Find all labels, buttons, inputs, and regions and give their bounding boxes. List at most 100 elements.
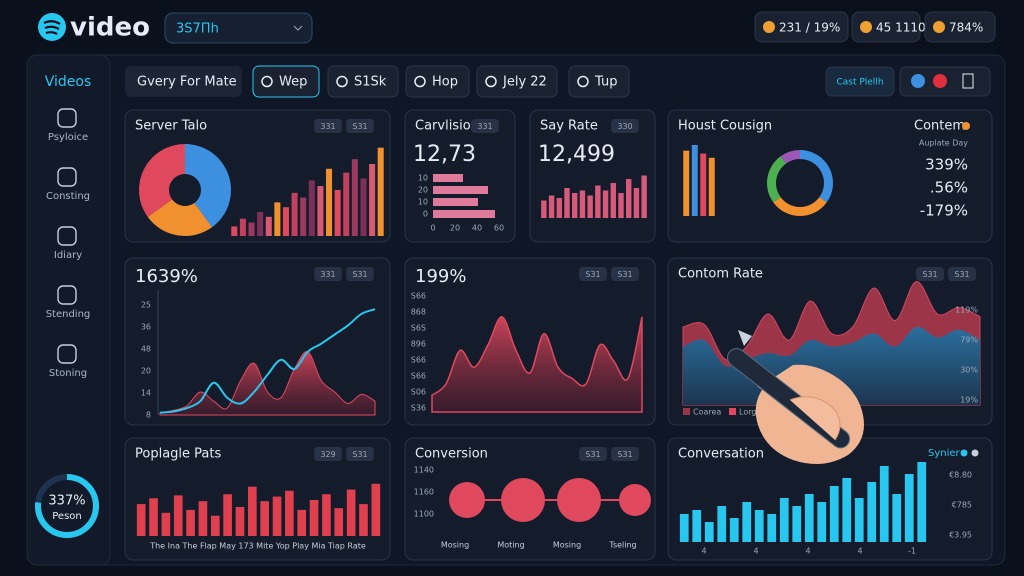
x-label: 40: [472, 224, 482, 233]
logo-waves: [43, 20, 61, 35]
bar: [679, 514, 689, 542]
x-label: Mosing: [441, 541, 469, 550]
search-text[interactable]: 3S7Πh: [176, 22, 219, 37]
bar: [854, 498, 864, 542]
y-label: 8: [146, 411, 151, 420]
bar: [779, 498, 789, 542]
toolbar-button[interactable]: [252, 65, 320, 98]
bar: [610, 183, 616, 218]
stat-text: 784%: [949, 21, 983, 35]
bar: [602, 190, 609, 218]
sidebar-icon[interactable]: [57, 285, 77, 305]
bar: [700, 153, 707, 216]
bar: [239, 218, 246, 236]
y-label: S06: [411, 388, 426, 397]
bar: [260, 501, 269, 536]
bar: [291, 192, 298, 236]
bar: [351, 159, 358, 236]
tag-text: 329: [320, 450, 335, 459]
tag-text: S31: [585, 450, 600, 459]
bar: [829, 486, 839, 542]
tag-text: 331: [320, 270, 335, 279]
tag-text: S31: [954, 270, 969, 279]
bar: [257, 212, 264, 236]
tag: [314, 267, 342, 281]
tag-text: S31: [922, 270, 937, 279]
bar: [173, 495, 183, 536]
y-label: 48: [141, 345, 151, 354]
area: [159, 351, 376, 416]
stat-icon: [763, 21, 775, 33]
stat-box: [851, 11, 921, 43]
sidebar-item: Stending: [46, 309, 91, 320]
bubble: [557, 478, 601, 522]
bar: [322, 494, 331, 536]
stat-icon: [860, 21, 872, 33]
y-label: 1140: [414, 466, 434, 475]
sidebar-icon[interactable]: [57, 226, 77, 246]
bar: [272, 496, 282, 536]
bar: [691, 145, 698, 216]
right-button[interactable]: [825, 66, 895, 97]
tag: [611, 119, 639, 133]
bubble: [449, 482, 485, 518]
button-text: S1Sk: [354, 75, 387, 90]
x-label: 4: [753, 547, 758, 556]
donut-segment: [800, 150, 834, 203]
tag-text: 330: [617, 122, 632, 131]
share-icon[interactable]: [911, 74, 925, 88]
ring-arc: [35, 474, 99, 538]
area: [431, 316, 643, 413]
sidebar-item: Consting: [46, 191, 90, 202]
legend-text: Coarea: [693, 408, 721, 417]
donut-segment: [773, 197, 827, 217]
ring-value: 337%: [48, 494, 85, 509]
toolbar-button[interactable]: [405, 65, 470, 98]
subtitle: Contem: [914, 119, 965, 134]
bar: [149, 498, 158, 536]
panel-title: Server Talo: [135, 119, 207, 134]
bar: [641, 175, 647, 218]
x-label: Tseling: [608, 541, 636, 550]
toolbar-button[interactable]: [476, 65, 558, 98]
dropdown-caret: [293, 25, 303, 31]
bar: [742, 502, 752, 542]
bar: [548, 195, 555, 218]
share-icon[interactable]: [933, 74, 947, 88]
status-dot: [960, 449, 968, 457]
x-label: Mosing: [553, 541, 581, 550]
bar: [248, 486, 257, 536]
button-text: Tup: [594, 75, 617, 90]
bar: [618, 193, 624, 218]
sidebar-icon[interactable]: [57, 344, 77, 364]
y-label: S66: [411, 292, 426, 301]
bar: [317, 186, 324, 236]
y-label: 896: [411, 340, 426, 349]
bar: [377, 147, 384, 236]
toolbar-button[interactable]: [568, 65, 630, 98]
status-dot: [971, 449, 979, 457]
tag: [579, 447, 607, 461]
doc-icon[interactable]: [962, 73, 974, 89]
toolbar-button[interactable]: [327, 65, 399, 98]
sidebar-item: Psyloice: [48, 132, 88, 143]
tag: [346, 267, 374, 281]
tag-text: S31: [585, 270, 600, 279]
donut-segment: [780, 150, 800, 164]
bar: [717, 506, 727, 542]
bar: [334, 508, 344, 536]
pen-tip: [738, 330, 752, 346]
right-button-text: Cast Plellh: [836, 78, 883, 88]
sidebar-icon[interactable]: [57, 167, 77, 187]
x-label: 4: [805, 547, 810, 556]
y-label: 10: [418, 174, 428, 183]
sidebar-item: Idiary: [54, 250, 82, 261]
bar: [265, 216, 272, 236]
metric: -179%: [920, 202, 968, 220]
filter-box[interactable]: [125, 66, 242, 97]
x-label: 4: [701, 547, 706, 556]
search-box[interactable]: [164, 12, 313, 44]
sidebar-icon[interactable]: [57, 108, 77, 128]
bar: [186, 509, 195, 536]
